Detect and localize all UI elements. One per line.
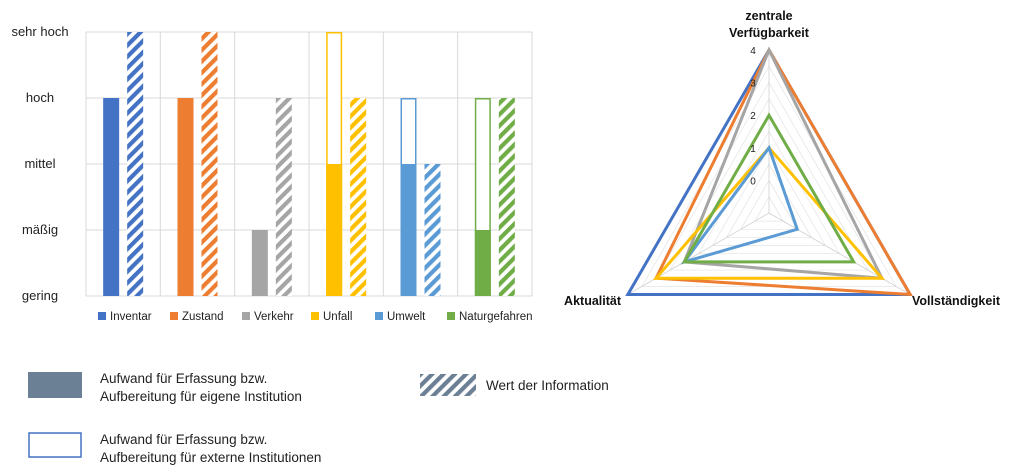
bar-legend-item-naturgefahren: Naturgefahren: [447, 311, 533, 323]
key-hatched-label: Wert der Information: [486, 378, 609, 393]
key-outline-label-line2: Aufbereitung für externe Institutionen: [100, 450, 321, 465]
bar-legend-item-verkehr: Verkehr: [242, 311, 294, 323]
key-outline-swatch: [28, 432, 82, 458]
radar-series-verkehr: [682, 46, 885, 280]
bar-chart-y-axis-labels: gering mäßig mittel hoch sehr hoch: [11, 24, 68, 303]
bar-hatched-unfall: [350, 98, 367, 296]
bar-legend-swatch: [242, 312, 250, 320]
radar-series-naturgefahren: [681, 112, 857, 264]
key-outline-entry: Aufwand für Erfassung bzw. Aufbereitung …: [28, 432, 321, 465]
key-outline-label-line1: Aufwand für Erfassung bzw.: [100, 432, 267, 447]
bar-hatched-zustand: [201, 32, 218, 296]
bar-solid-naturgefahren: [474, 230, 491, 296]
bar-chart-bars: [103, 32, 515, 296]
bar-y-tick-label: gering: [22, 288, 58, 303]
bar-legend-label: Inventar: [110, 311, 152, 323]
bar-legend-label: Naturgefahren: [459, 311, 533, 323]
bar-legend-item-zustand: Zustand: [170, 311, 224, 323]
bar-solid-unfall: [326, 164, 343, 296]
radar-chart: 0 1 2 3 4 zentrale Verfügbarkeit Vollständig…: [564, 9, 1001, 308]
radar-series-umwelt: [680, 144, 800, 265]
radar-tick-label: 1: [750, 144, 756, 155]
radar-tick-label: 3: [750, 79, 756, 90]
bar-solid-verkehr: [251, 230, 268, 296]
bar-hatched-umwelt: [424, 164, 441, 296]
key-legend: Aufwand für Erfassung bzw. Aufbereitung …: [28, 371, 609, 465]
radar-tick-label: 4: [750, 46, 756, 57]
bar-chart-gridlines: [85, 31, 533, 297]
radar-axis-label-right: Vollständigkeit: [912, 294, 1001, 308]
bar-hatched-verkehr: [275, 98, 292, 296]
bar-y-tick-label: mittel: [24, 156, 55, 171]
radar-chart-series: [625, 46, 913, 297]
bar-y-tick-label: mäßig: [22, 222, 58, 237]
radar-gridline: [697, 130, 841, 255]
bar-legend-label: Unfall: [323, 311, 352, 323]
bar-chart: gering mäßig mittel hoch sehr hoch Inventar Z…: [11, 24, 532, 323]
radar-axis-label-top-line2: Verfügbarkeit: [729, 26, 810, 40]
bar-legend-label: Zustand: [182, 311, 224, 323]
radar-chart-tick-labels: 0 1 2 3 4: [750, 46, 756, 187]
bar-hatched-naturgefahren: [498, 98, 515, 296]
key-hatched-entry: Wert der Information: [420, 374, 609, 396]
bar-y-tick-label: hoch: [26, 90, 54, 105]
bar-legend-item-umwelt: Umwelt: [375, 311, 426, 323]
radar-series-zustand: [653, 46, 913, 297]
radar-spoke: [768, 212, 911, 295]
bar-solid-umwelt: [400, 164, 417, 296]
key-hatched-swatch: [420, 374, 476, 396]
bar-legend-label: Umwelt: [387, 311, 426, 323]
radar-axis-label-top-line1: zentrale: [745, 9, 792, 23]
bar-chart-legend: Inventar Zustand Verkehr Unfall Umwelt Naturg…: [98, 311, 533, 323]
radar-gridline: [740, 179, 798, 230]
bar-legend-swatch: [375, 312, 383, 320]
bar-legend-swatch: [170, 312, 178, 320]
key-solid-label-line1: Aufwand für Erfassung bzw.: [100, 371, 267, 386]
radar-tick-label: 0: [750, 176, 756, 187]
bar-legend-swatch: [447, 312, 455, 320]
bar-hatched-inventar: [127, 32, 144, 296]
bar-legend-label: Verkehr: [254, 311, 294, 323]
radar-tick-label: 2: [750, 111, 756, 122]
radar-axis-label-left: Aktualität: [564, 294, 622, 308]
radar-gridline: [711, 147, 827, 246]
radar-chart-gridlines: [627, 49, 911, 295]
radar-gridline: [754, 195, 784, 222]
bar-legend-swatch: [311, 312, 319, 320]
bar-legend-swatch: [98, 312, 106, 320]
bar-legend-item-unfall: Unfall: [311, 311, 352, 323]
bar-solid-zustand: [177, 98, 194, 296]
key-solid-entry: Aufwand für Erfassung bzw. Aufbereitung …: [28, 371, 302, 404]
key-solid-swatch: [28, 372, 82, 398]
bar-y-tick-label: sehr hoch: [11, 24, 68, 39]
bar-legend-item-inventar: Inventar: [98, 311, 152, 323]
key-solid-label-line2: Aufbereitung für eigene Institution: [100, 389, 302, 404]
bar-solid-inventar: [103, 98, 120, 296]
radar-spoke: [627, 212, 770, 295]
